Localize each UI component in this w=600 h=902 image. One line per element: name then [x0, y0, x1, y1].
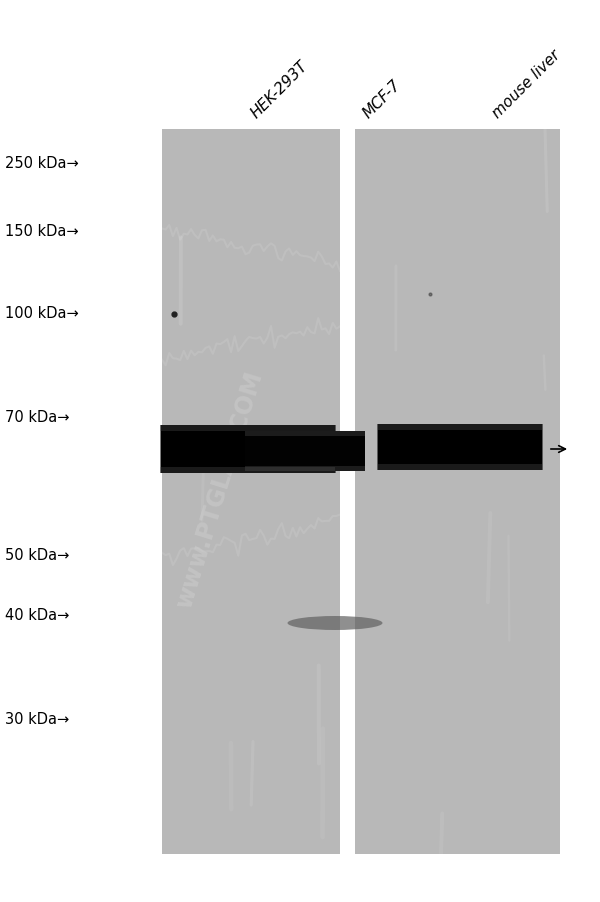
- Text: 70 kDa→: 70 kDa→: [5, 410, 70, 425]
- Text: 30 kDa→: 30 kDa→: [5, 712, 69, 727]
- Bar: [245, 431, 365, 437]
- Ellipse shape: [287, 616, 383, 630]
- FancyBboxPatch shape: [377, 425, 542, 471]
- Bar: [245, 466, 365, 472]
- Bar: [355, 130, 560, 854]
- Text: 150 kDa→: 150 kDa→: [5, 225, 79, 239]
- Bar: [162, 130, 340, 854]
- Text: 100 kDa→: 100 kDa→: [5, 305, 79, 320]
- Bar: [160, 468, 335, 474]
- Text: www.PTGLAB.COM: www.PTGLAB.COM: [172, 368, 268, 611]
- FancyBboxPatch shape: [245, 431, 365, 472]
- Text: 250 kDa→: 250 kDa→: [5, 155, 79, 170]
- Bar: [377, 425, 542, 430]
- Text: MCF-7: MCF-7: [360, 78, 404, 121]
- Bar: [377, 465, 542, 471]
- Bar: [160, 426, 335, 431]
- Text: HEK-293T: HEK-293T: [248, 58, 311, 121]
- Text: 40 kDa→: 40 kDa→: [5, 607, 70, 621]
- FancyBboxPatch shape: [160, 426, 335, 474]
- Text: mouse liver: mouse liver: [490, 47, 564, 121]
- Text: 50 kDa→: 50 kDa→: [5, 547, 70, 562]
